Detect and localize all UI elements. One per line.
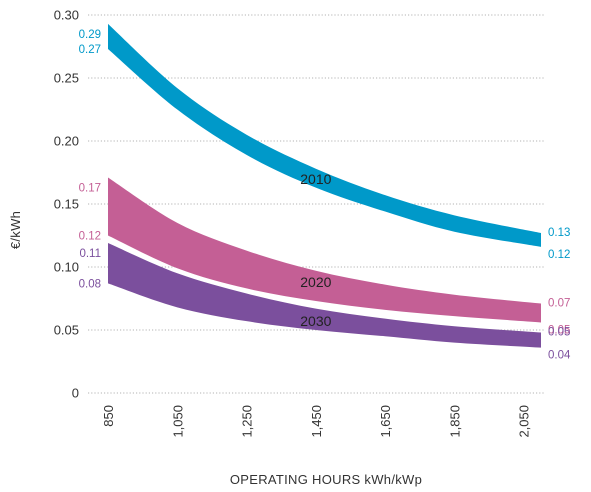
x-axis-title: OPERATING HOURS kWh/kWp bbox=[230, 472, 422, 487]
band-2010 bbox=[108, 23, 541, 247]
start-value-label: 0.27 bbox=[79, 44, 101, 56]
y-axis-title: €/kWh bbox=[8, 211, 23, 249]
x-tick-label: 2,050 bbox=[517, 405, 532, 438]
end-value-label: 0.13 bbox=[548, 227, 570, 239]
y-tick-label: 0.15 bbox=[54, 197, 79, 212]
band-label-2030: 2030 bbox=[300, 313, 331, 329]
x-tick-label: 850 bbox=[101, 405, 116, 427]
band-2020 bbox=[108, 177, 541, 323]
x-tick-label: 1,450 bbox=[309, 405, 324, 438]
end-value-label: 0.07 bbox=[548, 298, 570, 310]
x-tick-label: 1,050 bbox=[170, 405, 185, 438]
y-tick-label: 0.25 bbox=[54, 71, 79, 86]
x-tick-label: 1,650 bbox=[378, 405, 393, 438]
y-tick-label: 0 bbox=[72, 386, 79, 401]
y-axis-ticks: 0 0.05 0.10 0.15 0.20 0.25 0.30 bbox=[54, 8, 79, 401]
y-tick-label: 0.20 bbox=[54, 134, 79, 149]
start-value-label: 0.12 bbox=[79, 231, 101, 243]
band-label-2010: 2010 bbox=[300, 171, 331, 187]
y-tick-label: 0.05 bbox=[54, 323, 79, 338]
start-value-label: 0.29 bbox=[79, 29, 101, 41]
start-value-label: 0.11 bbox=[79, 248, 101, 260]
end-value-label: 0.05 bbox=[548, 327, 570, 339]
x-axis-ticks: 850 1,050 1,250 1,450 1,650 1,850 2,050 bbox=[101, 405, 532, 438]
end-value-label: 0.12 bbox=[548, 249, 570, 261]
x-tick-label: 1,850 bbox=[447, 405, 462, 438]
y-tick-label: 0.30 bbox=[54, 8, 79, 23]
band-labels: 2010 2020 2030 bbox=[300, 171, 331, 329]
x-tick-label: 1,250 bbox=[240, 405, 255, 438]
start-value-label: 0.08 bbox=[79, 278, 101, 290]
band-2030 bbox=[108, 243, 541, 348]
end-value-labels: 0.29 0.27 0.13 0.12 0.17 0.12 0.07 0.05 0.11 0.08… bbox=[79, 29, 571, 362]
cost-bands bbox=[108, 23, 541, 348]
end-value-label: 0.04 bbox=[548, 350, 571, 362]
band-label-2020: 2020 bbox=[300, 274, 331, 290]
end-value-label: 0.05 bbox=[548, 324, 570, 336]
start-value-label: 0.17 bbox=[79, 183, 101, 195]
y-tick-label: 0.10 bbox=[54, 260, 79, 275]
